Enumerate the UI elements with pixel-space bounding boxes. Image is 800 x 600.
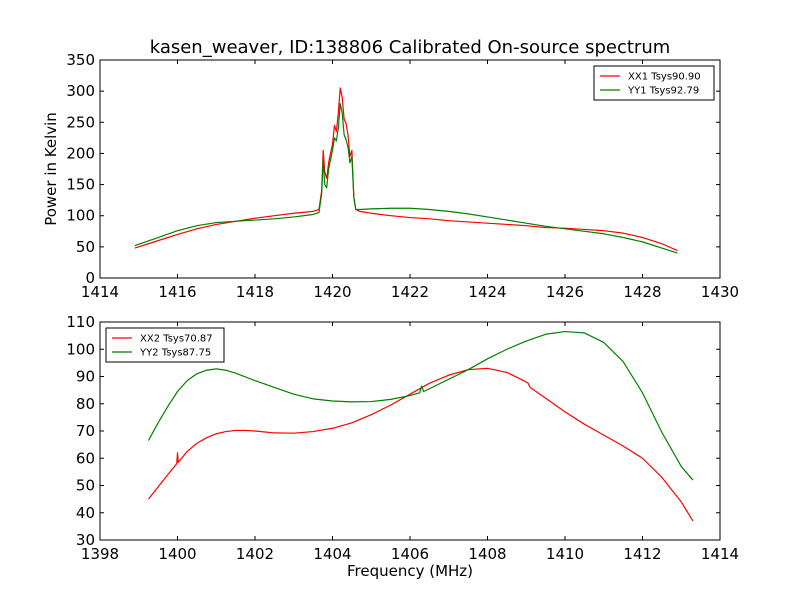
x-tick-label: 1398 [81, 545, 119, 563]
bottom-spectrum-panel: 1398 1400 1402 1404 1406 1408 1410 1412 1414 30 40… [66, 313, 739, 580]
series-line-2 [134, 102, 678, 254]
x-tick-label: 1412 [623, 545, 661, 563]
x-tick-label: 1408 [468, 545, 506, 563]
x-tick-label: 1402 [236, 545, 274, 563]
chart-title: kasen_weaver, ID:138806 Calibrated On-so… [150, 37, 671, 58]
legend-label: YY2 Tsys87.75 [139, 348, 211, 359]
legend-box [593, 65, 715, 101]
series-line-2 [147, 330, 694, 481]
y-tick-label: 90 [76, 368, 95, 386]
x-tick-label: 1410 [546, 545, 584, 563]
series-line-1 [147, 367, 694, 522]
x-tick-label: 1418 [236, 283, 274, 301]
legend-label: XX2 Tsys70.87 [140, 334, 213, 345]
x-tick-label: 1406 [391, 545, 429, 563]
legend: XX1 Tsys90.90 YY1 Tsys92.79 [593, 65, 715, 101]
y-tick-label: 30 [76, 531, 95, 549]
y-tick-label: 50 [76, 477, 95, 495]
x-tick-label: 1416 [158, 283, 196, 301]
x-tick-label: 1420 [313, 283, 351, 301]
y-tick-label: 100 [66, 340, 95, 358]
y-tick-label: 150 [66, 176, 95, 194]
legend-box [105, 327, 225, 363]
x-tick-label: 1414 [701, 545, 739, 563]
y-axis-label: Power in Kelvin [42, 112, 60, 226]
y-tick-label: 200 [66, 144, 95, 162]
x-tick-label: 1422 [391, 283, 429, 301]
y-tick-label: 110 [66, 313, 95, 331]
x-tick-label: 1414 [81, 283, 119, 301]
y-tick-label: 100 [66, 207, 95, 225]
legend: XX2 Tsys70.87 YY2 Tsys87.75 [105, 327, 225, 363]
legend-label: XX1 Tsys90.90 [628, 72, 701, 83]
x-tick-label: 1424 [468, 283, 506, 301]
y-tick-label: 350 [66, 51, 95, 69]
legend-label: YY1 Tsys92.79 [627, 86, 699, 97]
y-tick-label: 50 [76, 238, 95, 256]
x-tick-label: 1426 [546, 283, 584, 301]
x-tick-label: 1400 [158, 545, 196, 563]
y-tick-label: 0 [85, 269, 95, 287]
top-spectrum-panel: 1414 1416 1418 1420 1422 1424 1426 1428 1430 0 50 1… [42, 51, 739, 301]
x-tick-label: 1430 [701, 283, 739, 301]
x-tick-label: 1428 [623, 283, 661, 301]
y-tick-label: 40 [76, 504, 95, 522]
y-tick-label: 80 [76, 395, 95, 413]
x-axis-label: Frequency (MHz) [347, 562, 473, 580]
y-tick-label: 70 [76, 422, 95, 440]
series-line-1 [134, 87, 678, 252]
y-tick-label: 250 [66, 113, 95, 131]
y-tick-label: 60 [76, 449, 95, 467]
y-tick-label: 300 [66, 82, 95, 100]
x-tick-label: 1404 [313, 545, 351, 563]
